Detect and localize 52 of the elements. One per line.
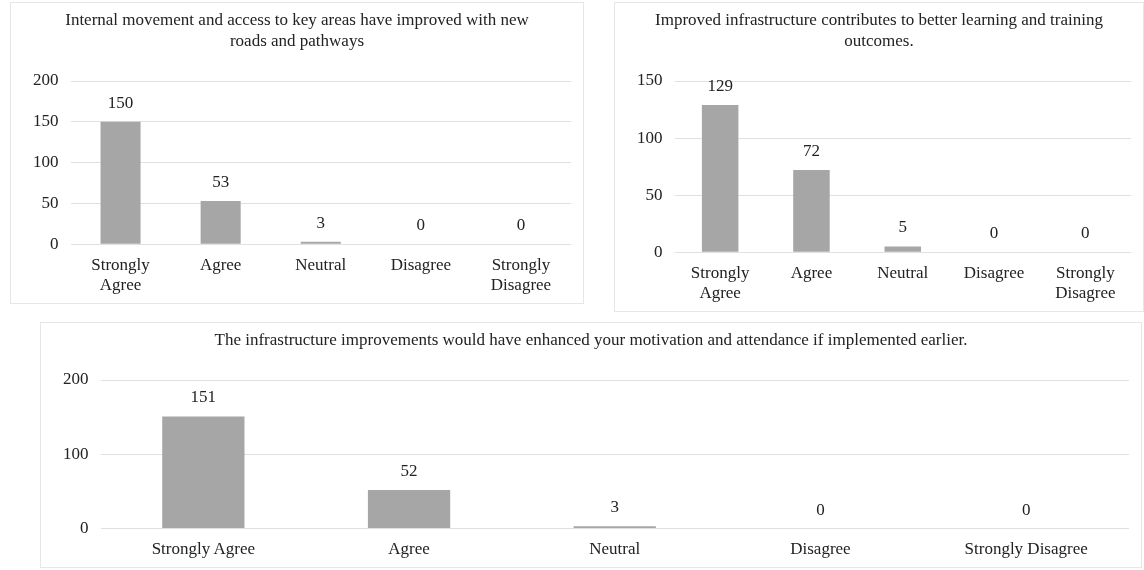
data-label: 129 <box>707 75 733 95</box>
data-label: 52 <box>400 460 418 480</box>
x-tick-label: Disagree <box>963 262 1025 282</box>
y-tick-label: 150 <box>637 70 663 90</box>
bar <box>884 246 922 252</box>
data-label: 0 <box>1021 499 1031 519</box>
x-tick-label: Strongly Agree <box>91 254 151 295</box>
chart-title: The infrastructure improvements would have enhanced your motivation and attendance if implemented earlier. <box>213 329 969 350</box>
bar <box>367 489 451 529</box>
y-tick-label: 200 <box>63 369 89 389</box>
x-tick-label: Strongly Disagree <box>1055 262 1116 303</box>
data-label: 150 <box>107 92 134 112</box>
y-tick-label: 0 <box>654 241 663 261</box>
data-label: 72 <box>802 140 820 160</box>
chart-title: Improved infrastructure contributes to better learning and training outcomes. <box>654 9 1104 51</box>
bar <box>793 170 830 252</box>
x-tick-label: Strongly Disagree <box>964 539 1088 559</box>
x-tick-label: Disagree <box>390 254 452 274</box>
data-label: 0 <box>516 215 526 235</box>
y-tick-label: 0 <box>50 233 59 253</box>
x-tick-label: Agree <box>388 539 430 559</box>
x-tick-label: Neutral <box>589 539 641 559</box>
x-tick-label: Neutral <box>295 254 347 274</box>
y-tick-label: 100 <box>637 127 663 147</box>
data-label: 0 <box>989 223 999 243</box>
bar <box>701 104 739 252</box>
x-tick-label: Strongly Disagree <box>490 254 552 295</box>
data-label: 0 <box>416 215 426 235</box>
data-label: 0 <box>1081 223 1090 243</box>
data-label: 5 <box>898 217 907 237</box>
x-tick-label: Neutral <box>877 262 929 282</box>
bar <box>100 121 141 244</box>
y-tick-label: 0 <box>80 518 89 538</box>
y-tick-label: 50 <box>645 184 663 204</box>
x-tick-label: Strongly Agree <box>151 539 256 559</box>
bar <box>162 416 245 529</box>
y-tick-label: 200 <box>33 70 59 90</box>
x-tick-label: Agree <box>199 254 242 274</box>
y-tick-label: 150 <box>33 111 59 131</box>
y-tick-label: 100 <box>63 443 89 463</box>
x-tick-label: Strongly Agree <box>690 262 750 303</box>
bar <box>200 200 241 244</box>
data-label: 3 <box>316 212 325 232</box>
data-label: 151 <box>190 387 217 407</box>
y-tick-label: 50 <box>41 192 59 212</box>
data-label: 0 <box>816 499 825 519</box>
chart-title: Internal movement and access to key areas have improved with new roads and pathways <box>64 9 530 51</box>
data-label: 53 <box>212 171 230 191</box>
y-tick-label: 100 <box>33 152 59 172</box>
x-tick-label: Agree <box>790 262 833 282</box>
x-tick-label: Disagree <box>790 539 851 559</box>
data-label: 3 <box>610 497 619 517</box>
